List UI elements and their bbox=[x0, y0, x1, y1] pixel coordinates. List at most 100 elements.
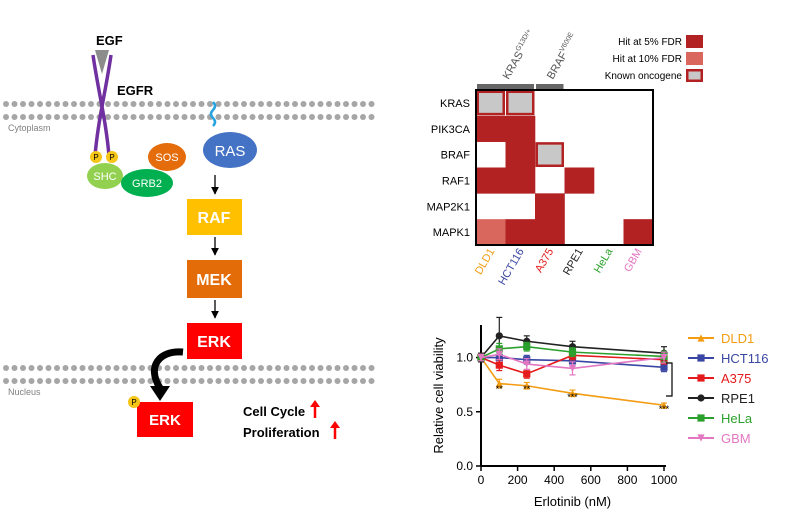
phospho-circle bbox=[128, 396, 140, 408]
lipid-head bbox=[79, 378, 86, 384]
lipid-head bbox=[54, 114, 60, 120]
lipid-head bbox=[62, 114, 69, 120]
lipid-head bbox=[360, 101, 366, 107]
legend-marker bbox=[697, 394, 705, 402]
lipid-head bbox=[309, 378, 315, 384]
line-chart-annotations: ** ******** bbox=[496, 384, 670, 414]
lipid-head bbox=[113, 378, 120, 384]
lipid-head bbox=[45, 378, 52, 384]
lipid-head bbox=[105, 365, 111, 371]
lipid-head bbox=[300, 101, 307, 107]
lipid-head bbox=[266, 101, 273, 107]
lipid-head bbox=[300, 114, 307, 120]
lipid-head bbox=[122, 365, 128, 371]
heatmap-column-label: HeLa bbox=[592, 246, 616, 276]
heatmap-cell-hit-5 bbox=[535, 219, 565, 246]
lipid-head bbox=[326, 365, 332, 371]
translocation-arrow bbox=[151, 348, 184, 390]
y-tick-label: 0.0 bbox=[456, 459, 473, 473]
heatmap-cells bbox=[476, 90, 654, 246]
lipid-head bbox=[130, 101, 137, 107]
ras-label: RAS bbox=[215, 143, 246, 160]
erk-label: ERK bbox=[197, 334, 231, 351]
lipid-head bbox=[275, 378, 281, 384]
lipid-head bbox=[45, 114, 52, 120]
lipid-head bbox=[360, 114, 366, 120]
lipid-head bbox=[258, 378, 264, 384]
heatmap-legend-label: Hit at 10% FDR bbox=[613, 54, 682, 65]
lipid-head bbox=[88, 114, 94, 120]
heatmap-row-label: RAF1 bbox=[442, 175, 470, 187]
cytoplasm-label: Cytoplasm bbox=[8, 123, 51, 133]
lipid-head bbox=[88, 101, 94, 107]
lipid-head bbox=[232, 101, 239, 107]
lipid-head bbox=[139, 378, 145, 384]
lipid-head bbox=[249, 101, 256, 107]
lipid-head bbox=[45, 365, 52, 371]
heatmap-row-label: MAPK1 bbox=[433, 227, 470, 239]
heatmap-cell-hit-5 bbox=[623, 219, 654, 246]
lipid-head bbox=[224, 114, 230, 120]
lipid-head bbox=[224, 101, 230, 107]
lipid-head bbox=[215, 378, 222, 384]
lipid-head bbox=[241, 101, 247, 107]
data-point bbox=[495, 379, 503, 388]
lipid-head bbox=[309, 114, 315, 120]
lipid-head bbox=[20, 114, 26, 120]
column-group-bar bbox=[536, 84, 564, 89]
lipid-head bbox=[11, 114, 18, 120]
lipid-head bbox=[3, 114, 9, 120]
significance-marker: *** bbox=[567, 392, 578, 402]
lipid-head bbox=[20, 101, 26, 107]
lipid-head bbox=[96, 378, 103, 384]
lipid-head bbox=[368, 365, 375, 371]
heatmap-cell-known-oncogene bbox=[508, 93, 532, 113]
lipid-head bbox=[3, 101, 9, 107]
x-axis-title: Erlotinib (nM) bbox=[534, 494, 611, 509]
lipid-head bbox=[309, 101, 315, 107]
lipid-head bbox=[71, 114, 77, 120]
lipid-head bbox=[215, 365, 222, 371]
lipid-head bbox=[122, 114, 128, 120]
lipid-head bbox=[3, 365, 9, 371]
mek-box bbox=[187, 260, 242, 298]
column-group-bar bbox=[477, 84, 534, 89]
y-tick-label: 0.5 bbox=[456, 405, 473, 419]
heatmap-row-label: KRAS bbox=[440, 98, 470, 110]
lipid-head bbox=[11, 378, 18, 384]
lipid-head bbox=[173, 114, 179, 120]
lipid-head bbox=[224, 378, 230, 384]
lipid-head bbox=[275, 114, 281, 120]
lipid-head bbox=[28, 365, 35, 371]
y-axis-title: Relative cell viability bbox=[431, 337, 446, 454]
lipid-head bbox=[360, 378, 366, 384]
mek-label: MEK bbox=[196, 272, 232, 289]
heatmap-frame bbox=[475, 89, 654, 246]
lipid-head bbox=[232, 114, 239, 120]
x-tick-label: 1000 bbox=[651, 473, 678, 487]
lipid-head bbox=[130, 378, 137, 384]
lipid-head bbox=[79, 365, 86, 371]
lipid-head bbox=[190, 378, 196, 384]
lipid-head bbox=[232, 365, 239, 371]
heatmap-cell-hit-5 bbox=[476, 115, 506, 142]
lipid-head bbox=[275, 101, 281, 107]
lipid-head bbox=[88, 365, 94, 371]
lipid-head bbox=[275, 365, 281, 371]
lipid-head bbox=[45, 101, 52, 107]
lipid-head bbox=[224, 365, 230, 371]
data-point bbox=[523, 382, 531, 390]
phospho-label: P bbox=[109, 153, 114, 162]
heatmap-legend-label: Known oncogene bbox=[605, 71, 683, 82]
lipid-head bbox=[3, 378, 9, 384]
heatmap-column-label: RPE1 bbox=[561, 247, 586, 278]
x-tick-label: 400 bbox=[544, 473, 564, 487]
column-group-label: KRASG13D/+ bbox=[500, 28, 538, 82]
data-point bbox=[495, 350, 503, 358]
lipid-head bbox=[266, 378, 273, 384]
nuclear-membrane bbox=[3, 365, 375, 384]
lipid-head bbox=[147, 101, 154, 107]
plasma-membrane bbox=[3, 101, 375, 120]
lipid-head bbox=[283, 101, 290, 107]
lipid-head bbox=[11, 365, 18, 371]
